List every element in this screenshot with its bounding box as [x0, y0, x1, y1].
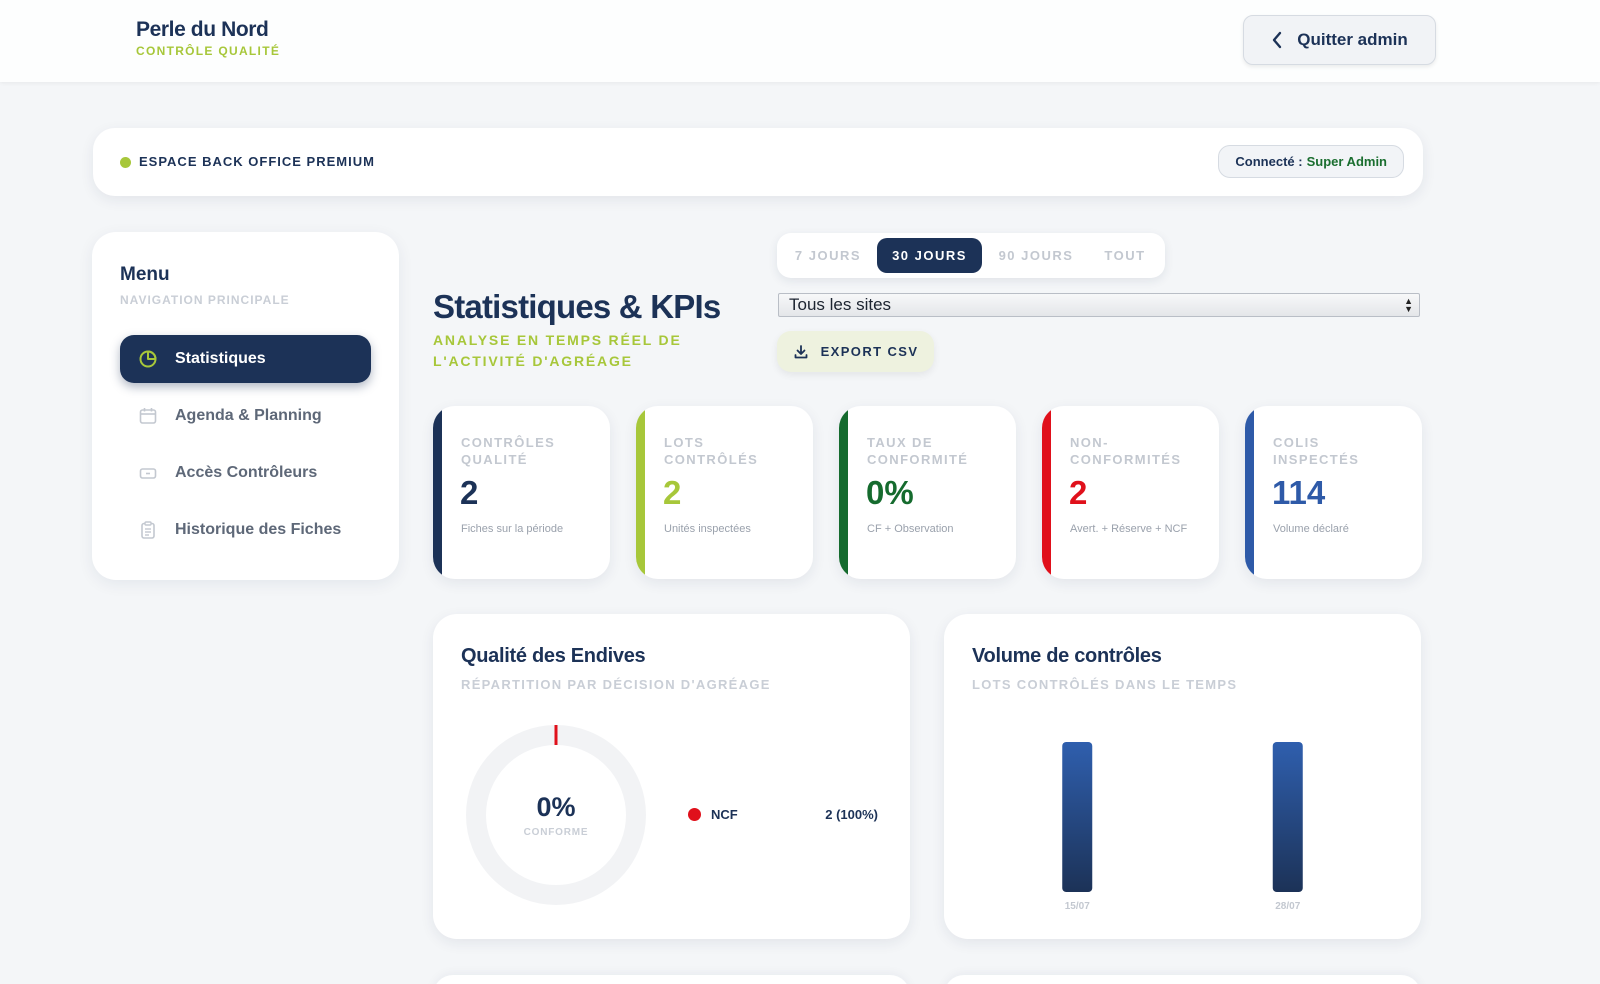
kpi-label: Lots contrôlés	[664, 435, 759, 467]
kpi-description: Volume déclaré	[1273, 523, 1349, 535]
kpi-accent-bar	[636, 406, 645, 579]
next-card	[433, 975, 910, 984]
volume-card: Volume de contrôles LOTS CONTRÔLÉS DANS …	[944, 614, 1421, 939]
status-dot	[120, 157, 131, 168]
quality-donut-chart: 0% CONFORME	[465, 724, 647, 906]
quality-card-title: Qualité des Endives	[461, 645, 646, 667]
kpi-value: 2	[663, 474, 682, 511]
legend-color-dot	[688, 807, 701, 821]
connected-badge: Connecté : Super Admin	[1218, 145, 1404, 178]
brand-subtitle: CONTRÔLE QUALITÉ	[136, 44, 281, 58]
sidebar-item-label: Statistiques	[175, 350, 266, 367]
donut-center-label: CONFORME	[523, 827, 589, 838]
kpi-accent-bar	[1245, 406, 1254, 579]
kpi-description: Unités inspectées	[664, 523, 751, 535]
chevron-left-icon	[1273, 31, 1282, 49]
sidebar-title: Menu	[120, 264, 170, 285]
quality-card: Qualité des Endives RÉPARTITION PAR DÉCI…	[433, 614, 910, 939]
sidebar-subtitle: NAVIGATION PRINCIPALE	[120, 293, 290, 307]
kpi-accent-bar	[433, 406, 442, 579]
page-title: Statistiques & KPIs	[433, 288, 721, 325]
next-card	[944, 975, 1421, 984]
kpi-value: 2	[460, 474, 479, 511]
period-selector: 7 JOURS 30 JOURS 90 JOURS TOUT	[777, 233, 1165, 278]
download-icon	[794, 344, 807, 358]
legend-value: 2 (100%)	[825, 806, 878, 822]
legend-name: NCF	[711, 806, 738, 822]
volume-bar-chart: 15/07 28/07	[1062, 742, 1303, 912]
brand[interactable]: Perle du Nord CONTRÔLE QUALITÉ	[136, 18, 280, 58]
banner-title: ESPACE BACK OFFICE PREMIUM	[139, 154, 375, 169]
connected-prefix: Connecté :	[1235, 154, 1303, 169]
x-tick-label: 15/07	[1065, 901, 1090, 912]
kpi-label: Non-conformités	[1070, 435, 1182, 467]
sidebar-item-label: Agenda & Planning	[175, 407, 322, 424]
select-arrows-icon: ▲ ▼	[1404, 296, 1413, 314]
kpi-label: Contrôles qualité	[461, 435, 556, 467]
key-card-icon	[139, 468, 157, 479]
pie-chart-icon	[139, 350, 157, 368]
clipboard-icon	[141, 521, 155, 539]
x-tick-label: 28/07	[1275, 901, 1300, 912]
page-subtitle: ANALYSE EN TEMPS RÉEL DE L'ACTIVITÉ D'AG…	[433, 332, 682, 369]
sidebar-item-statistiques[interactable]: Statistiques	[120, 335, 371, 383]
volume-bar	[1272, 742, 1303, 892]
calendar-icon	[139, 408, 157, 424]
period-7-days[interactable]: 7 JOURS	[794, 248, 862, 263]
kpi-card-non-conformites: Non-conformités 2 Avert. + Réserve + NCF	[1042, 406, 1219, 579]
period-90-days[interactable]: 90 JOURS	[998, 248, 1074, 263]
quit-admin-label: Quitter admin	[1297, 30, 1408, 49]
sidebar: Menu NAVIGATION PRINCIPALE Statistiques …	[92, 232, 399, 580]
donut-center: 0% CONFORME	[465, 724, 647, 906]
quit-admin-button[interactable]: Quitter admin	[1243, 15, 1436, 65]
export-csv-label: EXPORT CSV	[820, 344, 919, 359]
kpi-value: 0%	[866, 474, 914, 511]
kpi-description: Fiches sur la période	[461, 523, 564, 535]
donut-center-value: 0%	[536, 792, 576, 822]
sidebar-item-label: Accès Contrôleurs	[175, 464, 318, 481]
kpi-label: Colis inspectés	[1273, 435, 1360, 467]
export-csv-button[interactable]: EXPORT CSV	[777, 331, 934, 372]
volume-bar	[1062, 742, 1093, 892]
kpi-label: Taux de conformité	[867, 435, 969, 467]
kpi-accent-bar	[1042, 406, 1051, 579]
kpi-description: CF + Observation	[867, 523, 954, 535]
top-bar: Perle du Nord CONTRÔLE QUALITÉ Quitter a…	[0, 0, 1600, 82]
sidebar-item-label: Historique des Fiches	[175, 521, 342, 538]
quality-card-subtitle: RÉPARTITION PAR DÉCISION D'AGRÉAGE	[461, 677, 771, 692]
sidebar-item-historique[interactable]: Historique des Fiches	[120, 506, 371, 554]
kpi-card-colis: Colis inspectés 114 Volume déclaré	[1245, 406, 1422, 579]
kpi-description: Avert. + Réserve + NCF	[1070, 523, 1188, 535]
sidebar-item-agenda[interactable]: Agenda & Planning	[120, 392, 371, 440]
donut-legend-item: NCF 2 (100%)	[688, 804, 878, 824]
volume-card-title: Volume de contrôles	[972, 645, 1162, 667]
kpi-card-controles: Contrôles qualité 2 Fiches sur la périod…	[433, 406, 610, 579]
connected-user: Super Admin	[1306, 154, 1387, 169]
kpi-card-lots: Lots contrôlés 2 Unités inspectées	[636, 406, 813, 579]
kpi-card-conformite: Taux de conformité 0% CF + Observation	[839, 406, 1016, 579]
kpi-value: 2	[1069, 474, 1088, 511]
kpi-value: 114	[1272, 474, 1326, 511]
kpi-accent-bar	[839, 406, 848, 579]
site-select-value: Tous les sites	[789, 295, 892, 314]
back-office-banner: ESPACE BACK OFFICE PREMIUM Connecté : Su…	[93, 128, 1423, 196]
site-select[interactable]: Tous les sites ▲ ▼	[778, 293, 1420, 317]
sidebar-item-acces-controleurs[interactable]: Accès Contrôleurs	[120, 449, 371, 497]
brand-name: Perle du Nord	[136, 18, 269, 41]
period-all[interactable]: TOUT	[1104, 248, 1146, 263]
period-30-days[interactable]: 30 JOURS	[877, 238, 982, 273]
volume-card-subtitle: LOTS CONTRÔLÉS DANS LE TEMPS	[972, 677, 1238, 692]
